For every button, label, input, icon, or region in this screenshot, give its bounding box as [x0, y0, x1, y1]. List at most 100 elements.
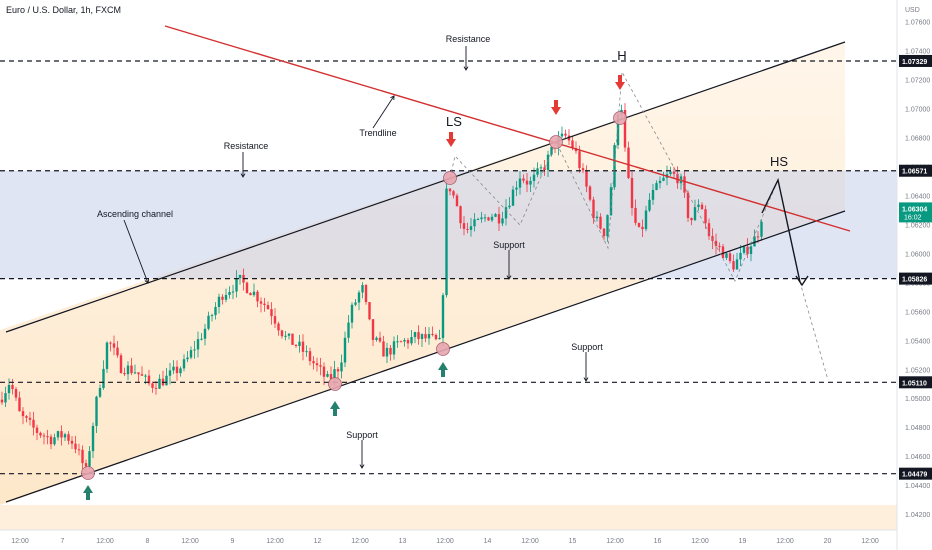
- candle-body: [707, 223, 711, 237]
- candle-body: [315, 363, 319, 366]
- down-arrow-icon: [554, 100, 558, 108]
- candle-body: [238, 274, 242, 279]
- candle-body: [347, 322, 350, 338]
- candle-body: [98, 388, 102, 397]
- candle-body: [424, 334, 427, 339]
- x-tick-label: 14: [484, 538, 492, 545]
- x-tick-label: 13: [399, 538, 407, 545]
- candle-body: [70, 440, 74, 444]
- candle-body: [676, 173, 679, 184]
- candle-body: [322, 366, 326, 377]
- candle-body: [284, 335, 287, 337]
- candle-body: [462, 223, 466, 229]
- candle-body: [735, 259, 739, 270]
- price-level-badge: [899, 164, 932, 177]
- candle-body: [49, 436, 53, 445]
- blue-zone: [0, 170, 897, 279]
- candle-body: [378, 337, 382, 342]
- candle-body: [651, 189, 655, 200]
- candle-body: [515, 187, 518, 190]
- x-tick-label: 12:00: [96, 538, 114, 545]
- currency-label: USD: [905, 7, 920, 14]
- price-level-label: 1.06571: [902, 169, 927, 176]
- y-tick-label: 1.06000: [905, 251, 930, 258]
- candle-body: [231, 291, 235, 293]
- candle-body: [371, 319, 375, 340]
- candle-body: [480, 217, 483, 220]
- candle-body: [760, 221, 763, 237]
- candle-body: [546, 154, 550, 171]
- candle-body: [494, 214, 497, 217]
- y-tick-label: 1.07200: [905, 78, 930, 85]
- up-arrow-icon: [438, 362, 448, 370]
- y-tick-label: 1.05200: [905, 367, 930, 374]
- y-tick-label: 1.06800: [905, 136, 930, 143]
- x-tick-label: 8: [146, 538, 150, 545]
- candle-body: [543, 167, 546, 171]
- candle-body: [564, 133, 567, 136]
- price-level-badge: [899, 376, 932, 389]
- candle-body: [140, 374, 144, 376]
- annotation-pointer-head: [144, 278, 150, 284]
- candle-body: [60, 431, 63, 438]
- candle-body: [298, 341, 301, 346]
- candle-body: [172, 366, 175, 371]
- x-tick-label: 9: [231, 538, 235, 545]
- y-tick-label: 1.06400: [905, 193, 930, 200]
- candle-body: [301, 341, 305, 352]
- candle-body: [406, 339, 410, 344]
- y-tick-label: 1.07600: [905, 20, 930, 27]
- down-arrow-icon: [615, 82, 625, 90]
- candle-body: [182, 359, 186, 369]
- support-label: Support: [571, 342, 603, 352]
- y-tick-label: 1.07000: [905, 107, 930, 114]
- candle-body: [368, 302, 371, 320]
- candle-body: [0, 399, 4, 403]
- candle-body: [14, 388, 18, 398]
- candle-body: [361, 285, 364, 293]
- candle-body: [196, 339, 200, 350]
- candle-body: [739, 252, 742, 260]
- candle-body: [354, 302, 357, 305]
- candle-body: [648, 199, 651, 211]
- candle-body: [42, 435, 46, 437]
- candle-body: [28, 417, 32, 420]
- x-tick-label: 12:00: [691, 538, 709, 545]
- up-arrow-icon: [333, 408, 337, 416]
- candle-body: [53, 437, 56, 445]
- y-tick-label: 1.05000: [905, 396, 930, 403]
- resistance-label: Resistance: [224, 141, 269, 151]
- candle-body: [592, 199, 595, 219]
- candle-body: [312, 361, 315, 364]
- candle-body: [4, 393, 7, 403]
- candle-body: [291, 333, 294, 345]
- price-level-label: 1.04479: [902, 472, 927, 479]
- candle-body: [56, 431, 60, 438]
- price-level-label: 1.05826: [902, 277, 927, 284]
- candle-body: [728, 253, 732, 262]
- candle-body: [536, 168, 539, 175]
- h-label: H: [617, 48, 626, 63]
- candle-body: [714, 240, 718, 246]
- candle-body: [7, 384, 11, 394]
- current-price-countdown: 16:02: [904, 214, 922, 221]
- touch-marker: [443, 171, 457, 185]
- candle-body: [403, 339, 406, 342]
- resistance-trendline: [164, 25, 851, 232]
- annotation-pointer: [372, 95, 395, 129]
- channel-lower-line: [5, 210, 846, 503]
- candle-body: [522, 178, 525, 181]
- candle-body: [329, 374, 333, 379]
- candle-body: [658, 180, 662, 184]
- candle-body: [133, 372, 137, 374]
- current-price-label: 1.06304: [902, 206, 927, 213]
- candle-body: [189, 350, 193, 358]
- candle-body: [623, 109, 627, 148]
- up-arrow-icon: [330, 401, 340, 409]
- candle-body: [413, 332, 417, 338]
- candle-body: [560, 133, 564, 137]
- candle-body: [396, 341, 399, 343]
- candle-body: [578, 151, 581, 169]
